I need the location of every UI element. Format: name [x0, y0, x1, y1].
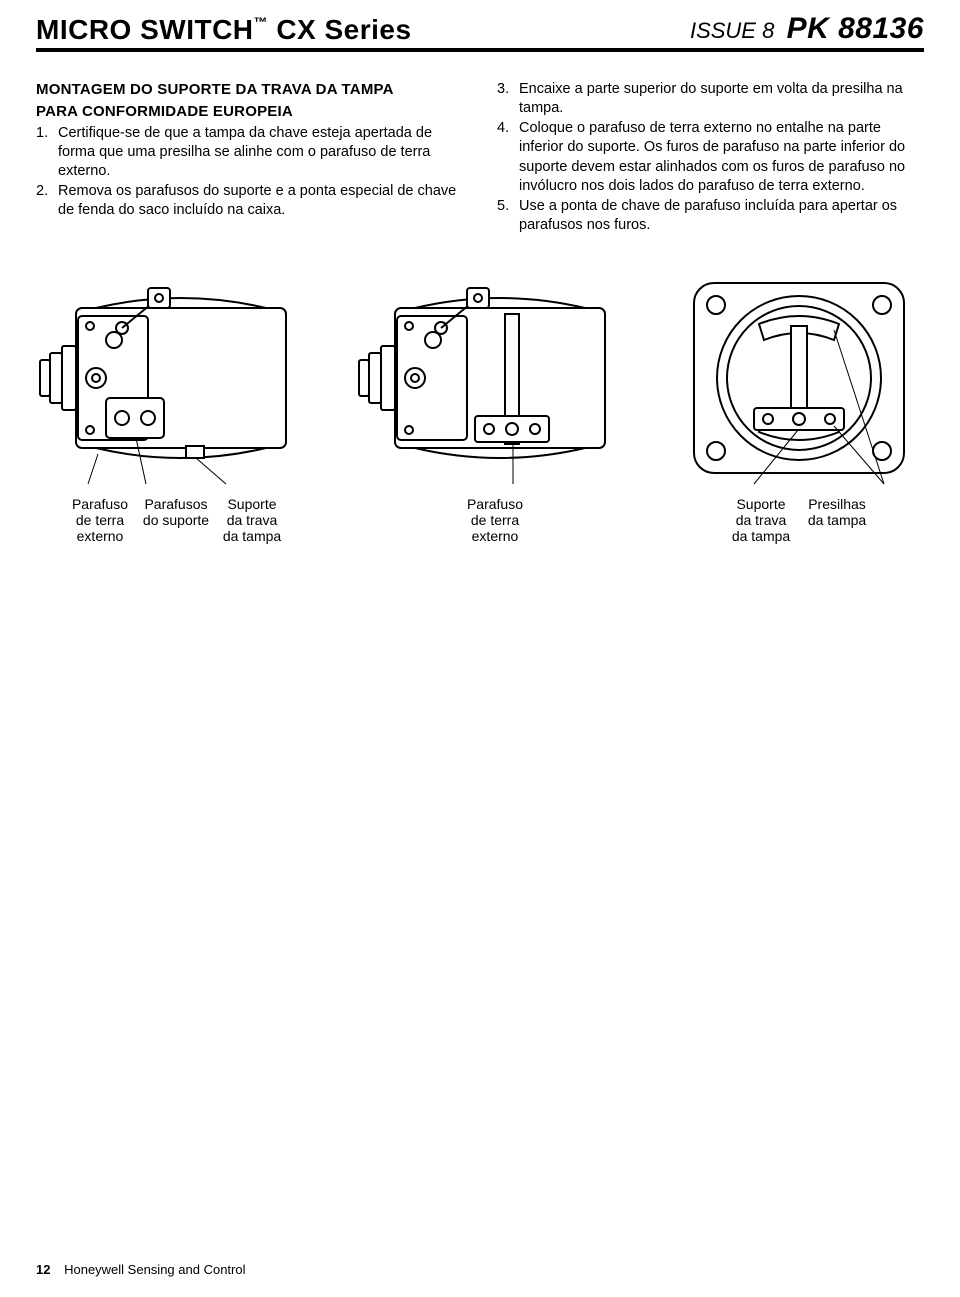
diagram-3: Suporteda travada tampa Presilhasda tamp…	[674, 268, 924, 544]
diagram-1-svg	[36, 268, 316, 488]
instruction-step: 4.Coloque o parafuso de terra externo no…	[497, 119, 924, 196]
step-text: Certifique-se de que a tampa da chave es…	[58, 124, 463, 181]
diagram-3-labels: Suporteda travada tampa Presilhasda tamp…	[726, 496, 872, 544]
instruction-columns: MONTAGEM DO SUPORTE DA TRAVA DA TAMPA PA…	[36, 80, 924, 236]
label-suporte-trava-1: Suporteda travada tampa	[217, 496, 287, 544]
diagram-1-labels: Parafusode terraexterno Parafusosdo supo…	[65, 496, 287, 544]
step-text: Encaixe a parte superior do suporte em v…	[519, 80, 924, 118]
pk-number: PK 88136	[787, 12, 924, 45]
footer-text: Honeywell Sensing and Control	[64, 1262, 245, 1277]
product-series: CX Series	[276, 14, 411, 45]
diagram-2-svg	[355, 268, 635, 488]
step-number: 5.	[497, 197, 519, 235]
label-suporte-trava-2: Suporteda travada tampa	[726, 496, 796, 544]
label-parafuso-terra-2: Parafusode terraexterno	[453, 496, 537, 544]
step-text: Remova os parafusos do suporte e a ponta…	[58, 182, 463, 220]
section-title-2: PARA CONFORMIDADE EUROPEIA	[36, 102, 463, 122]
left-column: MONTAGEM DO SUPORTE DA TRAVA DA TAMPA PA…	[36, 80, 463, 236]
instruction-step: 5.Use a ponta de chave de parafuso inclu…	[497, 197, 924, 235]
label-presilhas-tampa: Presilhasda tampa	[802, 496, 872, 544]
step-text: Coloque o parafuso de terra externo no e…	[519, 119, 924, 196]
section-title-1: MONTAGEM DO SUPORTE DA TRAVA DA TAMPA	[36, 80, 463, 100]
step-number: 4.	[497, 119, 519, 196]
issue-label: ISSUE 8	[690, 18, 774, 43]
page-number: 12	[36, 1262, 50, 1277]
step-text: Use a ponta de chave de parafuso incluíd…	[519, 197, 924, 235]
page-footer: 12 Honeywell Sensing and Control	[36, 1262, 245, 1277]
diagram-1: Parafusode terraexterno Parafusosdo supo…	[36, 268, 316, 544]
header-issue: ISSUE 8 PK 88136	[690, 12, 924, 46]
label-parafusos-suporte: Parafusosdo suporte	[141, 496, 211, 544]
diagram-area: Parafusode terraexterno Parafusosdo supo…	[36, 268, 924, 544]
instruction-step: 2.Remova os parafusos do suporte e a pon…	[36, 182, 463, 220]
instruction-step: 3.Encaixe a parte superior do suporte em…	[497, 80, 924, 118]
header-product: MICRO SWITCH™ CX Series	[36, 14, 412, 46]
step-number: 2.	[36, 182, 58, 220]
diagram-3-svg	[674, 268, 924, 488]
page-header: MICRO SWITCH™ CX Series ISSUE 8 PK 88136	[36, 12, 924, 52]
instruction-step: 1.Certifique-se de que a tampa da chave …	[36, 124, 463, 181]
label-parafuso-terra-1: Parafusode terraexterno	[65, 496, 135, 544]
step-number: 3.	[497, 80, 519, 118]
step-number: 1.	[36, 124, 58, 181]
right-column: 3.Encaixe a parte superior do suporte em…	[497, 80, 924, 236]
product-line: MICRO SWITCH	[36, 14, 254, 45]
trademark: ™	[254, 14, 269, 30]
diagram-2-labels: Parafusode terraexterno	[453, 496, 537, 544]
diagram-2: Parafusode terraexterno	[355, 268, 635, 544]
